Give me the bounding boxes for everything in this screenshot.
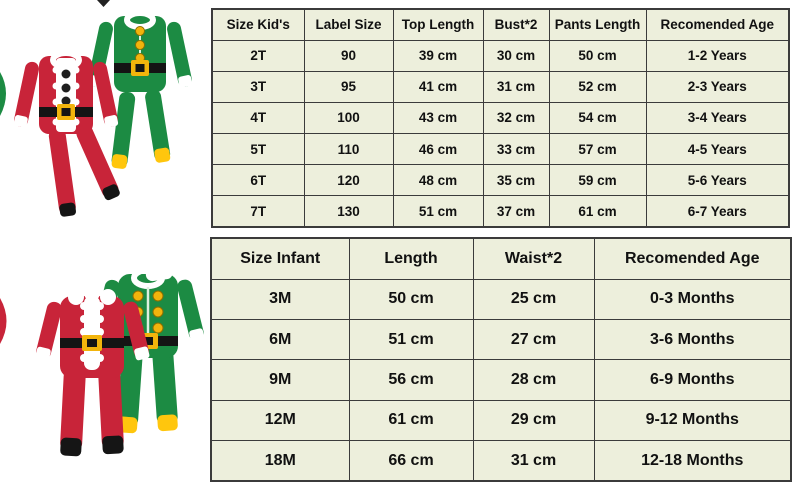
table-cell: 130 [303,195,394,228]
table-cell: 31 cm [482,70,550,103]
table-row: 5T 110 46 cm 33 cm 57 cm 4-5 Years [211,133,790,166]
table-cell: 9M [210,359,350,401]
table-cell: 51 cm [348,318,474,361]
table-row: 3T 95 41 cm 31 cm 52 cm 2-3 Years [211,70,790,103]
table-cell: 95 [303,70,394,103]
table-cell: 7T [211,195,305,228]
table-cell: 18M [210,440,350,482]
santa-pajama-set-illustration [13,50,120,217]
table-row: 18M 66 cm 31 cm 12-18 Months [210,440,792,482]
table-cell: 9-12 Months [593,399,792,442]
table-cell: 51 cm [392,195,484,228]
infant-header-row: Size Infant Length Waist*2 Recomended Ag… [210,237,792,280]
kids-size-table: Size Kid's Label Size Top Length Bust*2 … [211,8,790,228]
table-row: 6M 51 cm 27 cm 3-6 Months [210,318,792,361]
table-cell: 50 cm [548,39,647,72]
table-cell: 3-6 Months [593,318,792,361]
table-cell: 50 cm [348,278,474,320]
elf-romper-illustration [92,266,205,434]
header-cell: Size Kid's [211,8,305,41]
infant-size-table: Size Infant Length Waist*2 Recomended Ag… [210,237,792,482]
table-cell: 35 cm [482,164,550,197]
table-cell: 12M [210,399,350,442]
table-cell: 33 cm [482,133,550,166]
table-cell: 5T [211,133,305,166]
cropped-garment-sliver [0,298,7,344]
table-cell: 61 cm [548,195,647,228]
header-cell: Label Size [303,8,394,41]
table-cell: 4-5 Years [645,133,790,166]
table-cell: 3-4 Years [645,101,790,135]
elf-pajama-set-illustration [87,10,193,169]
table-cell: 90 [303,39,394,72]
table-cell: 4T [211,101,305,135]
santa-romper-illustration [35,285,150,457]
table-cell: 2T [211,39,305,72]
table-cell: 48 cm [392,164,484,197]
table-cell: 39 cm [392,39,484,72]
table-cell: 100 [303,101,394,135]
table-cell: 28 cm [472,359,595,401]
table-cell: 54 cm [548,101,647,135]
table-row: 7T 130 51 cm 37 cm 61 cm 6-7 Years [211,195,790,228]
table-row: 6T 120 48 cm 35 cm 59 cm 5-6 Years [211,164,790,197]
table-cell: 110 [303,133,394,166]
table-cell: 6-7 Years [645,195,790,228]
kids-header-row: Size Kid's Label Size Top Length Bust*2 … [211,8,790,41]
table-cell: 3M [210,278,350,320]
table-cell: 56 cm [348,359,474,401]
table-cell: 32 cm [482,101,550,135]
header-cell: Top Length [392,8,484,41]
table-row: 12M 61 cm 29 cm 9-12 Months [210,399,792,442]
header-cell: Pants Length [548,8,647,41]
table-cell: 46 cm [392,133,484,166]
header-cell: Bust*2 [482,8,550,41]
table-cell: 6-9 Months [593,359,792,401]
kids-pajama-sets-image [0,0,193,217]
table-cell: 30 cm [482,39,550,72]
header-cell: Size Infant [210,237,350,280]
table-row: 3M 50 cm 25 cm 0-3 Months [210,278,792,320]
table-cell: 61 cm [348,399,474,442]
cropped-object [97,0,110,7]
table-cell: 3T [211,70,305,103]
table-cell: 43 cm [392,101,484,135]
table-cell: 57 cm [548,133,647,166]
header-cell: Length [348,237,474,280]
table-cell: 27 cm [472,318,595,361]
table-cell: 59 cm [548,164,647,197]
table-cell: 12-18 Months [593,440,792,482]
header-cell: Recomended Age [645,8,790,41]
table-cell: 5-6 Years [645,164,790,197]
table-cell: 37 cm [482,195,550,228]
table-cell: 1-2 Years [645,39,790,72]
table-row: 2T 90 39 cm 30 cm 50 cm 1-2 Years [211,39,790,72]
table-cell: 25 cm [472,278,595,320]
infant-rompers-image [0,266,205,457]
table-cell: 31 cm [472,440,595,482]
header-cell: Recomended Age [593,237,792,280]
table-row: 4T 100 43 cm 32 cm 54 cm 3-4 Years [211,101,790,135]
table-row: 9M 56 cm 28 cm 6-9 Months [210,359,792,401]
table-cell: 0-3 Months [593,278,792,320]
header-cell: Waist*2 [472,237,595,280]
table-cell: 6T [211,164,305,197]
table-cell: 52 cm [548,70,647,103]
table-cell: 120 [303,164,394,197]
cropped-garment-sliver [0,72,6,116]
table-cell: 29 cm [472,399,595,442]
table-cell: 6M [210,318,350,361]
table-cell: 66 cm [348,440,474,482]
table-cell: 41 cm [392,70,484,103]
table-cell: 2-3 Years [645,70,790,103]
